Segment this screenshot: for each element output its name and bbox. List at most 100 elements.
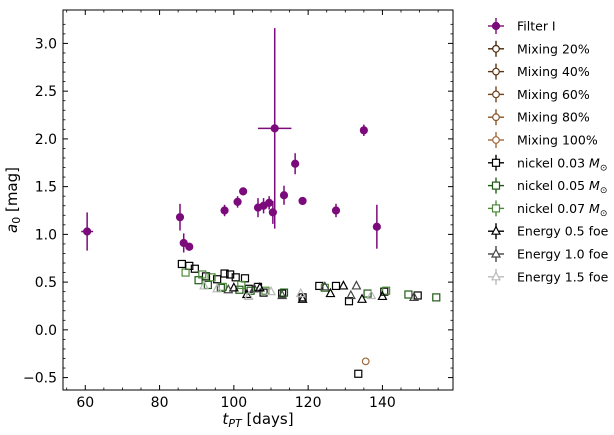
legend-label: Mixing 60% — [517, 87, 590, 102]
legend-entry: Mixing 40% — [488, 63, 590, 80]
data-point — [231, 273, 240, 282]
legend-marker — [492, 136, 500, 144]
legend-marker — [491, 158, 501, 167]
data-point — [270, 124, 279, 133]
y-tick-label: 2.5 — [35, 84, 57, 100]
legend-marker — [492, 90, 500, 99]
data-point — [237, 280, 246, 290]
data-point — [338, 280, 349, 290]
legend-label: nickel 0.07 M⊙ — [517, 201, 607, 219]
data-point — [235, 285, 244, 294]
data-point — [223, 283, 234, 294]
legend-entry: Mixing 20% — [488, 40, 590, 57]
legend-marker — [491, 225, 501, 235]
data-point — [218, 282, 227, 291]
data-point — [277, 289, 288, 300]
y-tick-label: 0.0 — [35, 323, 57, 339]
legend-marker — [492, 67, 500, 76]
data-point — [361, 357, 370, 366]
data-point — [279, 191, 289, 200]
legend-label: Energy 1.0 foe — [517, 247, 609, 262]
data-point — [220, 206, 229, 215]
data-point — [83, 227, 92, 236]
x-tick-label: 60 — [76, 395, 94, 411]
y-tick-label: 0.5 — [35, 275, 57, 291]
data-point — [382, 286, 391, 295]
x-axis-label: tPT [days] — [222, 410, 293, 430]
data-point — [243, 290, 254, 301]
data-point — [297, 293, 308, 303]
data-point — [354, 369, 363, 378]
data-point — [249, 283, 260, 293]
y-tick-label: −0.5 — [23, 371, 57, 387]
data-point — [220, 269, 229, 278]
data-point — [266, 285, 276, 296]
legend-entry: Energy 0.5 foe — [488, 223, 609, 240]
data-point — [432, 293, 441, 302]
legend: Filter I Mixing 20% Mixing 40% Mixing 60% Mi… — [488, 18, 609, 285]
data-point — [377, 290, 388, 301]
legend-entry: Filter I — [488, 18, 556, 34]
legend-label: nickel 0.03 M⊙ — [517, 155, 607, 173]
data-point — [239, 187, 248, 196]
data-point — [228, 282, 239, 292]
legend-entry: Mixing 60% — [488, 86, 590, 103]
x-axis-ticks: 60 80 100 120 140 — [66, 10, 439, 411]
legend-marker — [491, 248, 501, 258]
legend-entry: Mixing 100% — [488, 132, 598, 148]
data-point — [331, 206, 341, 215]
data-point — [240, 274, 250, 283]
data-point — [254, 282, 265, 292]
x-tick-label: 80 — [151, 395, 169, 411]
data-point — [213, 275, 222, 284]
data-point — [179, 238, 188, 248]
data-point — [207, 273, 216, 282]
series-10 — [223, 280, 419, 301]
legend-label: Mixing 40% — [517, 64, 590, 79]
data-point — [241, 288, 252, 299]
data-point — [298, 196, 307, 206]
data-point — [404, 290, 413, 299]
legend-entry: nickel 0.03 M⊙ — [488, 154, 607, 173]
data-point — [359, 126, 368, 135]
data-point — [295, 287, 306, 298]
legend-marker — [492, 44, 500, 53]
x-tick-label: 140 — [369, 395, 396, 411]
data-point — [177, 259, 186, 269]
series-11 — [199, 280, 377, 301]
data-point — [190, 264, 199, 273]
y-axis-label: a0 [mag] — [3, 167, 23, 233]
data-point — [325, 287, 336, 298]
legend-label: Mixing 100% — [517, 133, 598, 148]
legend-label: nickel 0.05 M⊙ — [517, 178, 607, 196]
legend-label: Filter I — [517, 19, 556, 34]
legend-label: Energy 1.5 foe — [517, 269, 609, 284]
data-point — [233, 197, 242, 207]
data-point — [199, 280, 210, 290]
x-tick-label: 120 — [295, 395, 322, 411]
legend-label: Energy 0.5 foe — [517, 224, 609, 239]
legend-entry: nickel 0.07 M⊙ — [488, 200, 607, 219]
data-point — [212, 283, 223, 293]
data-point — [331, 281, 341, 291]
data-point — [372, 222, 381, 231]
legend-marker — [491, 271, 501, 281]
data-point — [198, 270, 207, 279]
legend-entry: nickel 0.05 M⊙ — [488, 177, 607, 196]
data-point — [175, 213, 185, 222]
legend-entry: Mixing 80% — [488, 109, 590, 126]
data-point — [181, 268, 190, 277]
y-tick-label: 3.0 — [35, 36, 57, 52]
data-point — [357, 293, 367, 303]
series-8 — [181, 268, 391, 295]
y-tick-label: 1.0 — [35, 227, 57, 243]
series-0 — [81, 28, 381, 253]
legend-entry: Energy 1.0 foe — [488, 246, 609, 262]
data-point — [226, 270, 235, 279]
plot-area: 60 80 100 120 140 −0.5 0.0 0.5 1.0 1.5 2.0 2.5 3.0 tP… — [3, 9, 454, 430]
axes-frame — [62, 9, 454, 391]
data-point — [279, 288, 289, 297]
series-9 — [228, 280, 388, 303]
data-point — [319, 281, 330, 291]
